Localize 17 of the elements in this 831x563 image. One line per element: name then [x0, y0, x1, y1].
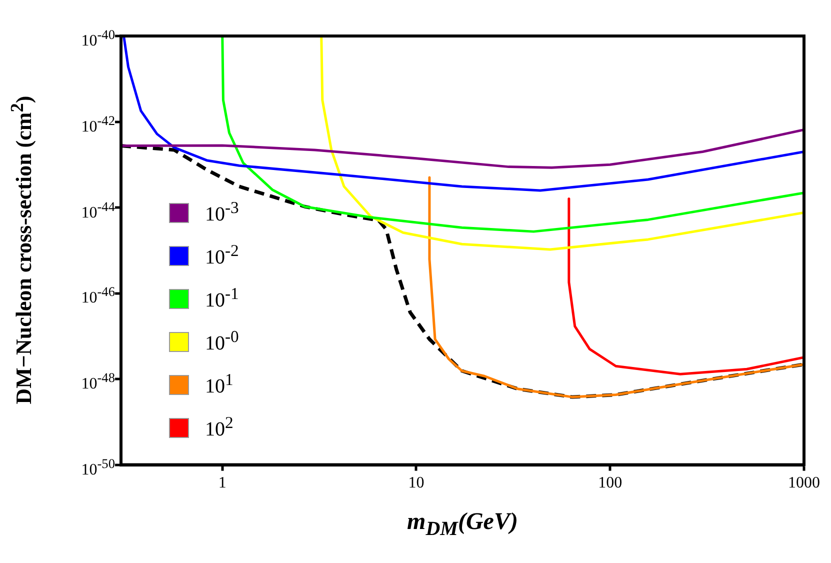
y-tick-label: 10$^{-48}$	[81, 369, 115, 394]
y-tick-label: 10$^{-44}$	[81, 198, 115, 222]
y-tick-label: 10$^{-40}$	[81, 26, 115, 50]
x-tick-label: 10	[408, 474, 424, 492]
x-tick-label: 100	[598, 474, 622, 492]
x-tick-label: 1	[218, 474, 226, 492]
legend-label: 10$^{2}$	[205, 413, 234, 442]
legend-label: 10$^{-2}$	[205, 241, 239, 270]
y-tick-label: 10$^{-46}$	[81, 283, 115, 308]
y-tick-label: 10$^{-42}$	[81, 112, 115, 136]
legend-label: 10$^{1}$	[205, 370, 234, 399]
x-axis-title: m$_{DM}$(GeV)	[407, 508, 518, 541]
y-tick-label: 10$^{-50}$	[81, 454, 115, 480]
legend-label: 10$^{-1}$	[205, 284, 239, 313]
x-tick-label: 1000	[788, 474, 820, 492]
legend-label: 10$^{-3}$	[205, 198, 239, 227]
legend-label: 10$^{-0}$	[205, 327, 239, 356]
